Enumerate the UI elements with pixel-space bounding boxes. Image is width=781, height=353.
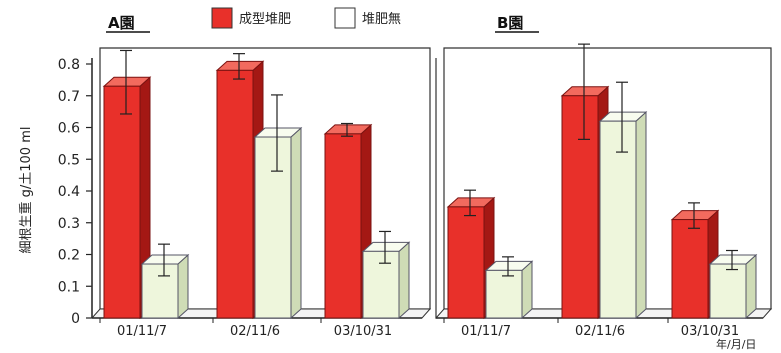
legend-swatch-compost <box>211 7 233 29</box>
bar-side <box>177 253 189 320</box>
legend-swatch-none <box>334 7 356 29</box>
bar-side <box>521 260 533 320</box>
legend-label-none: 堆肥無 <box>362 12 401 27</box>
bar <box>103 85 141 319</box>
y-axis-label: 細根生重 g/土100 ml <box>18 127 34 254</box>
panel-title-a: A園 <box>108 14 135 32</box>
y-tick-label: 0.6 <box>58 121 80 137</box>
x-category-label: 02/11/6 <box>575 324 625 339</box>
bar-side <box>398 241 410 320</box>
bar <box>671 219 709 319</box>
x-category-label: 03/10/31 <box>681 324 739 339</box>
panel-title-b: B園 <box>497 14 523 32</box>
y-tick-label: 0 <box>71 311 80 327</box>
bar <box>254 136 292 319</box>
bar <box>141 263 179 319</box>
bar <box>561 95 599 319</box>
bar <box>324 133 362 319</box>
x-axis-unit: 年/月/日 <box>716 337 756 351</box>
y-tick-label: 0.8 <box>58 57 80 73</box>
x-category-label: 03/10/31 <box>334 324 392 339</box>
legend: 成型堆肥 堆肥無 <box>211 7 401 29</box>
bars <box>102 43 758 320</box>
y-tick-label: 0.3 <box>58 216 80 232</box>
bar <box>447 206 485 319</box>
legend-label-compost: 成型堆肥 <box>239 12 291 27</box>
y-tick-label: 0.1 <box>58 279 80 295</box>
bar-side <box>290 126 302 320</box>
bar <box>709 263 747 319</box>
bar-side <box>745 253 757 320</box>
bar <box>599 120 637 319</box>
x-category-label: 02/11/6 <box>230 324 280 339</box>
x-category-label: 01/11/7 <box>461 324 511 339</box>
bar <box>362 250 400 319</box>
y-tick-label: 0.4 <box>58 184 80 200</box>
y-tick-label: 0.2 <box>58 248 80 264</box>
y-tick-label: 0.5 <box>58 152 80 168</box>
bar <box>216 69 254 319</box>
bar-side <box>635 111 647 320</box>
y-tick-label: 0.7 <box>58 89 80 105</box>
x-category-label: 01/11/7 <box>117 324 167 339</box>
bar <box>485 269 523 319</box>
